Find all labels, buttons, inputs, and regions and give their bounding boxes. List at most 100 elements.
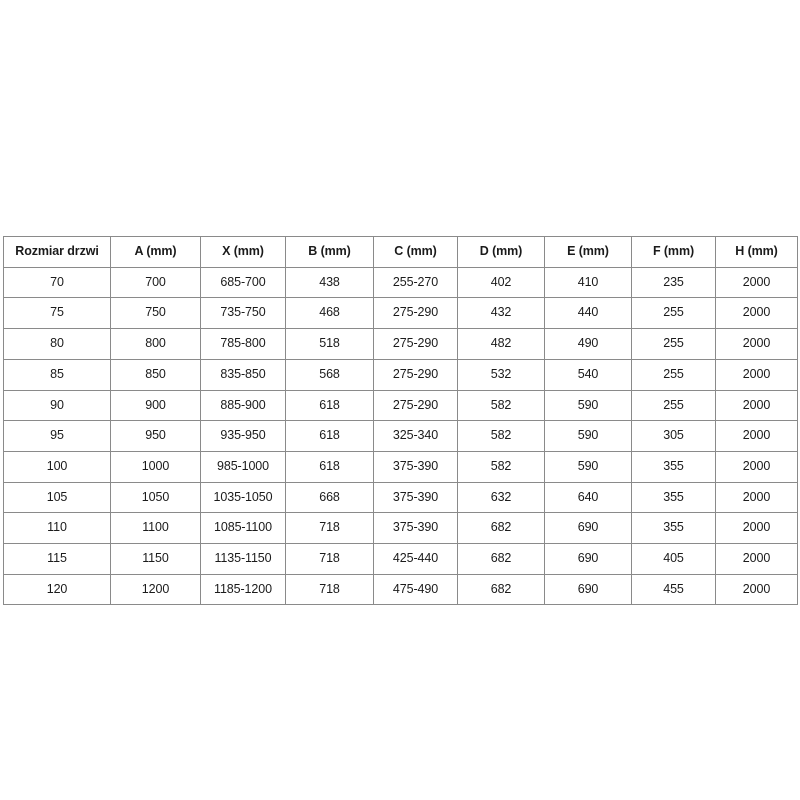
cell-x: 785-800 bbox=[200, 328, 286, 360]
column-header-rozmiar-drzwi: Rozmiar drzwi bbox=[3, 236, 111, 268]
cell-f: 355 bbox=[631, 481, 716, 514]
cell-d: 402 bbox=[457, 266, 545, 299]
cell-d: 582 bbox=[457, 420, 545, 452]
cell-x: 1035-1050 bbox=[200, 481, 286, 514]
column-header-h: H (mm) bbox=[715, 236, 798, 268]
cell-f: 405 bbox=[631, 543, 716, 575]
cell-a: 700 bbox=[110, 266, 201, 299]
cell-size: 85 bbox=[3, 358, 111, 391]
cell-h: 2000 bbox=[715, 266, 798, 299]
cell-x: 735-750 bbox=[200, 297, 286, 330]
cell-e: 540 bbox=[544, 358, 632, 391]
cell-size: 100 bbox=[3, 450, 111, 483]
cell-size: 105 bbox=[3, 481, 111, 514]
table-row: 85 850 835-850 568 275-290 532 540 255 2… bbox=[3, 358, 798, 391]
column-header-a: A (mm) bbox=[110, 236, 201, 268]
cell-a: 800 bbox=[110, 328, 201, 360]
table-row: 115 1150 1135-1150 718 425-440 682 690 4… bbox=[3, 543, 798, 575]
table-row: 120 1200 1185-1200 718 475-490 682 690 4… bbox=[3, 573, 798, 606]
cell-b: 618 bbox=[285, 389, 374, 422]
table-row: 110 1100 1085-1100 718 375-390 682 690 3… bbox=[3, 512, 798, 545]
cell-f: 455 bbox=[631, 573, 716, 606]
cell-c: 475-490 bbox=[373, 573, 458, 606]
cell-c: 275-290 bbox=[373, 389, 458, 422]
cell-c: 275-290 bbox=[373, 358, 458, 391]
cell-b: 468 bbox=[285, 297, 374, 330]
table-row: 100 1000 985-1000 618 375-390 582 590 35… bbox=[3, 450, 798, 483]
cell-c: 275-290 bbox=[373, 297, 458, 330]
cell-a: 1100 bbox=[110, 512, 201, 545]
cell-size: 120 bbox=[3, 573, 111, 606]
table-row: 95 950 935-950 618 325-340 582 590 305 2… bbox=[3, 420, 798, 452]
cell-d: 582 bbox=[457, 450, 545, 483]
column-header-c: C (mm) bbox=[373, 236, 458, 268]
cell-x: 935-950 bbox=[200, 420, 286, 452]
cell-d: 632 bbox=[457, 481, 545, 514]
cell-e: 640 bbox=[544, 481, 632, 514]
cell-f: 235 bbox=[631, 266, 716, 299]
cell-b: 718 bbox=[285, 543, 374, 575]
cell-d: 482 bbox=[457, 328, 545, 360]
cell-e: 690 bbox=[544, 573, 632, 606]
cell-size: 115 bbox=[3, 543, 111, 575]
cell-x: 1085-1100 bbox=[200, 512, 286, 545]
cell-h: 2000 bbox=[715, 481, 798, 514]
spec-table: Rozmiar drzwi A (mm) X (mm) B (mm) C (mm… bbox=[3, 236, 798, 606]
table-row: 75 750 735-750 468 275-290 432 440 255 2… bbox=[3, 297, 798, 330]
cell-h: 2000 bbox=[715, 328, 798, 360]
column-header-b: B (mm) bbox=[285, 236, 374, 268]
cell-x: 985-1000 bbox=[200, 450, 286, 483]
cell-d: 682 bbox=[457, 512, 545, 545]
cell-b: 718 bbox=[285, 573, 374, 606]
table-header: Rozmiar drzwi A (mm) X (mm) B (mm) C (mm… bbox=[3, 236, 798, 268]
cell-b: 668 bbox=[285, 481, 374, 514]
cell-h: 2000 bbox=[715, 512, 798, 545]
table-header-row: Rozmiar drzwi A (mm) X (mm) B (mm) C (mm… bbox=[3, 236, 798, 268]
cell-b: 438 bbox=[285, 266, 374, 299]
cell-e: 440 bbox=[544, 297, 632, 330]
cell-c: 375-390 bbox=[373, 481, 458, 514]
cell-c: 425-440 bbox=[373, 543, 458, 575]
cell-d: 682 bbox=[457, 543, 545, 575]
table-row: 90 900 885-900 618 275-290 582 590 255 2… bbox=[3, 389, 798, 422]
table-row: 70 700 685-700 438 255-270 402 410 235 2… bbox=[3, 266, 798, 299]
cell-f: 355 bbox=[631, 450, 716, 483]
cell-size: 110 bbox=[3, 512, 111, 545]
cell-f: 355 bbox=[631, 512, 716, 545]
cell-a: 1000 bbox=[110, 450, 201, 483]
cell-c: 375-390 bbox=[373, 450, 458, 483]
cell-a: 850 bbox=[110, 358, 201, 391]
cell-size: 70 bbox=[3, 266, 111, 299]
cell-e: 410 bbox=[544, 266, 632, 299]
column-header-e: E (mm) bbox=[544, 236, 632, 268]
cell-a: 950 bbox=[110, 420, 201, 452]
cell-size: 95 bbox=[3, 420, 111, 452]
cell-d: 682 bbox=[457, 573, 545, 606]
cell-h: 2000 bbox=[715, 543, 798, 575]
cell-c: 325-340 bbox=[373, 420, 458, 452]
cell-e: 490 bbox=[544, 328, 632, 360]
cell-d: 582 bbox=[457, 389, 545, 422]
cell-a: 1150 bbox=[110, 543, 201, 575]
cell-h: 2000 bbox=[715, 420, 798, 452]
cell-d: 432 bbox=[457, 297, 545, 330]
cell-a: 1200 bbox=[110, 573, 201, 606]
cell-h: 2000 bbox=[715, 389, 798, 422]
cell-h: 2000 bbox=[715, 358, 798, 391]
cell-e: 690 bbox=[544, 512, 632, 545]
cell-f: 255 bbox=[631, 328, 716, 360]
cell-f: 255 bbox=[631, 297, 716, 330]
cell-b: 618 bbox=[285, 450, 374, 483]
cell-size: 90 bbox=[3, 389, 111, 422]
cell-b: 568 bbox=[285, 358, 374, 391]
cell-a: 1050 bbox=[110, 481, 201, 514]
cell-a: 900 bbox=[110, 389, 201, 422]
cell-e: 690 bbox=[544, 543, 632, 575]
cell-e: 590 bbox=[544, 450, 632, 483]
column-header-f: F (mm) bbox=[631, 236, 716, 268]
cell-b: 618 bbox=[285, 420, 374, 452]
cell-size: 75 bbox=[3, 297, 111, 330]
cell-b: 518 bbox=[285, 328, 374, 360]
cell-h: 2000 bbox=[715, 450, 798, 483]
